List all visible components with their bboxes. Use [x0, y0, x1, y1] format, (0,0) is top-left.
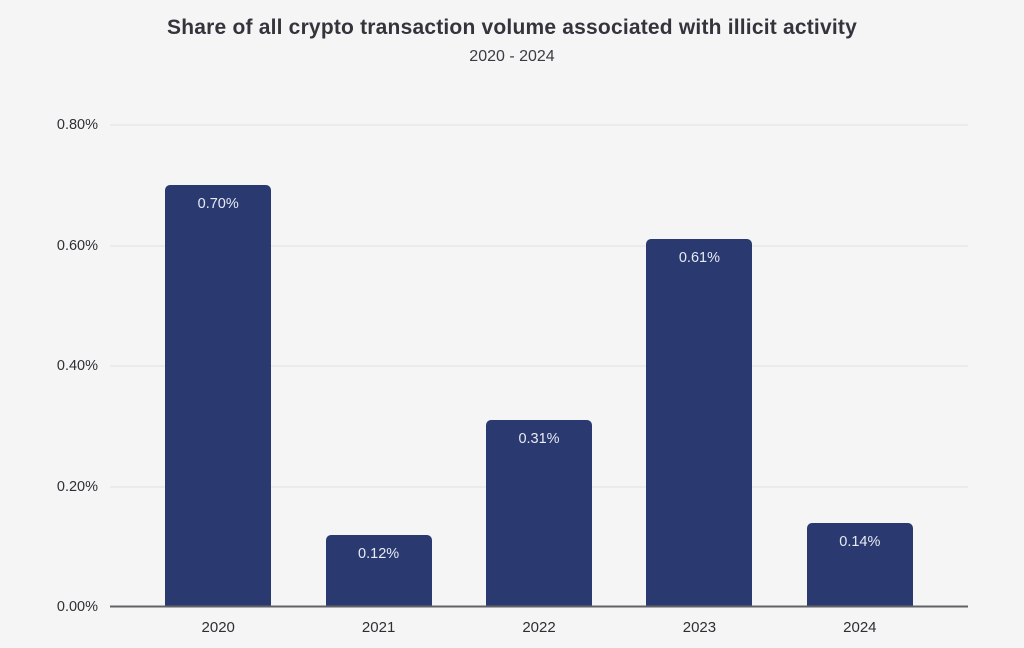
bar-slot: 0.12%: [298, 125, 458, 607]
bar-2023: 0.61%: [646, 239, 753, 607]
gridline: [110, 124, 968, 126]
x-axis-tick-label: 2020: [201, 619, 235, 636]
bar-2024: 0.14%: [806, 522, 913, 607]
bar-slot: 0.70%: [138, 125, 298, 607]
x-axis-line: [110, 605, 968, 608]
bar-value-label: 0.31%: [518, 431, 560, 448]
gridline: [110, 365, 968, 367]
y-axis-tick-label: 0.80%: [56, 117, 98, 133]
x-axis-tick-label: 2024: [843, 619, 877, 636]
chart-title: Share of all crypto transaction volume a…: [167, 16, 857, 39]
y-axis-tick-label: 0.60%: [56, 237, 98, 254]
y-axis-tick-label: 0.20%: [56, 478, 98, 495]
gridline: [110, 245, 968, 246]
x-axis-tick-label: 2021: [361, 619, 396, 636]
bar-slot: 0.61%: [619, 125, 779, 607]
bar-value-label: 0.70%: [197, 196, 239, 213]
bar-2020: 0.70%: [165, 185, 272, 607]
bar-value-label: 0.14%: [839, 533, 881, 550]
bar-slot: 0.14%: [780, 125, 940, 607]
chart-header: Share of all crypto transaction volume a…: [0, 16, 1024, 66]
bar-2022: 0.31%: [486, 420, 593, 607]
y-axis-tick-label: 0.00%: [56, 599, 98, 615]
x-axis-tick-label: 2022: [522, 619, 556, 636]
bar-2021: 0.12%: [325, 534, 432, 607]
x-axis-labels: 2020 2021 2022 2023 2024: [110, 619, 968, 636]
bar-value-label: 0.12%: [358, 545, 400, 562]
y-axis-tick-label: 0.40%: [56, 358, 98, 374]
chart-subtitle: 2020 - 2024: [469, 48, 555, 65]
bars-row: 0.70% 0.12% 0.31% 0.61% 0.14%: [110, 125, 968, 607]
bar-slot: 0.31%: [459, 125, 619, 607]
plot-area: 0.70% 0.12% 0.31% 0.61% 0.14% 2020 2021 2022 20…: [57, 117, 968, 636]
bar-value-label: 0.61%: [678, 250, 720, 267]
x-axis-tick-label: 2023: [682, 619, 717, 636]
